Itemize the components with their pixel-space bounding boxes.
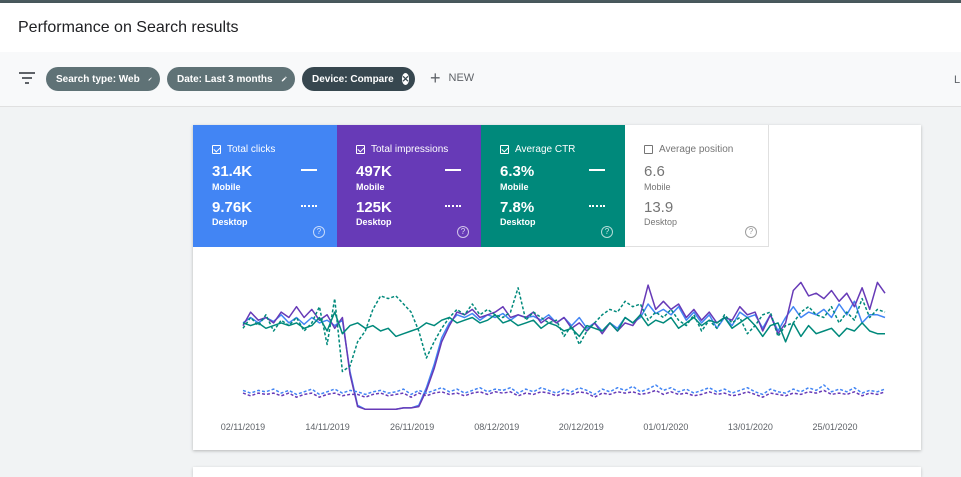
series-line-average-ctr-mobile bbox=[242, 311, 885, 343]
metric-total-impressions[interactable]: Total impressions 497K Mobile 125K Deskt… bbox=[337, 125, 481, 247]
chip-label: Date: Last 3 months bbox=[177, 73, 273, 85]
performance-line-chart[interactable]: 02/11/2019 14/11/2019 26/11/2019 08/12/2019… bbox=[193, 247, 921, 450]
page-title: Performance on Search results bbox=[18, 19, 239, 36]
chip-label: Search type: Web bbox=[56, 73, 140, 85]
checkbox-unchecked-icon[interactable] bbox=[644, 145, 653, 154]
new-filter-label: NEW bbox=[448, 72, 475, 84]
date-range-chip[interactable]: Date: Last 3 months bbox=[167, 67, 295, 91]
x-tick-label: 13/01/2020 bbox=[728, 422, 773, 432]
cut-off-toolbar-text[interactable]: L bbox=[954, 74, 961, 86]
x-tick-label: 08/12/2019 bbox=[474, 422, 519, 432]
metric-desktop-value: 9.76K bbox=[212, 199, 253, 216]
dotted-line-legend-icon bbox=[589, 205, 605, 207]
performance-card: Total clicks 31.4K Mobile 9.76K Desktop … bbox=[193, 125, 921, 450]
metric-mobile-value: 31.4K bbox=[212, 163, 253, 180]
x-tick-label: 25/01/2020 bbox=[812, 422, 857, 432]
metric-mobile-label: Mobile bbox=[212, 182, 241, 192]
help-icon[interactable]: ? bbox=[313, 226, 325, 238]
chip-label: Device: Compare bbox=[312, 73, 394, 85]
metric-mobile-value: 6.6 bbox=[644, 163, 665, 180]
metric-label: Total clicks bbox=[227, 144, 276, 155]
page-header: Performance on Search results bbox=[0, 3, 961, 52]
x-tick-label: 26/11/2019 bbox=[390, 422, 434, 432]
metric-desktop-label: Desktop bbox=[500, 217, 536, 227]
top-accent-line bbox=[0, 0, 961, 3]
series-line-total-impressions-mobile bbox=[242, 281, 886, 411]
edit-pencil-icon bbox=[148, 77, 152, 81]
metric-desktop-value: 125K bbox=[356, 199, 392, 216]
metric-average-position[interactable]: Average position 6.6 Mobile 13.9 Desktop… bbox=[625, 125, 769, 247]
next-card-edge bbox=[193, 467, 921, 477]
edit-pencil-icon bbox=[281, 76, 287, 82]
solid-line-legend-icon bbox=[445, 169, 461, 171]
x-tick-label: 14/11/2019 bbox=[305, 422, 349, 432]
help-icon[interactable]: ? bbox=[601, 226, 613, 238]
x-tick-label: 02/11/2019 bbox=[221, 422, 265, 432]
metric-average-ctr[interactable]: Average CTR 6.3% Mobile 7.8% Desktop ? bbox=[481, 125, 625, 247]
metric-mobile-value: 497K bbox=[356, 163, 392, 180]
metric-total-clicks[interactable]: Total clicks 31.4K Mobile 9.76K Desktop … bbox=[193, 125, 337, 247]
metric-label: Total impressions bbox=[371, 144, 449, 155]
remove-chip-icon[interactable]: ✕ bbox=[401, 73, 410, 85]
series-line-average-ctr-desktop bbox=[242, 287, 886, 373]
solid-line-legend-icon bbox=[301, 169, 317, 171]
series-line-total-clicks-desktop bbox=[242, 384, 886, 396]
checkbox-checked-icon[interactable] bbox=[356, 145, 365, 154]
device-compare-chip[interactable]: Device: Compare ✕ bbox=[302, 67, 415, 91]
metric-mobile-label: Mobile bbox=[644, 182, 671, 192]
solid-line-legend-icon bbox=[589, 169, 605, 171]
x-tick-label: 01/01/2020 bbox=[643, 422, 688, 432]
checkbox-checked-icon[interactable] bbox=[500, 145, 509, 154]
metric-label: Average position bbox=[659, 144, 734, 155]
search-type-chip[interactable]: Search type: Web bbox=[46, 67, 160, 91]
metric-desktop-value: 7.8% bbox=[500, 199, 535, 216]
help-icon[interactable]: ? bbox=[745, 226, 757, 238]
new-filter-button[interactable]: + NEW bbox=[430, 68, 475, 88]
x-tick-label: 20/12/2019 bbox=[559, 422, 604, 432]
checkbox-checked-icon[interactable] bbox=[212, 145, 221, 154]
metric-mobile-value: 6.3% bbox=[500, 163, 535, 180]
filter-bar: Search type: Web Date: Last 3 months Dev… bbox=[0, 52, 961, 107]
metric-mobile-label: Mobile bbox=[356, 182, 385, 192]
metric-mobile-label: Mobile bbox=[500, 182, 529, 192]
metric-label: Average CTR bbox=[515, 144, 576, 155]
metric-desktop-label: Desktop bbox=[356, 217, 392, 227]
metric-desktop-value: 13.9 bbox=[644, 199, 674, 216]
dotted-line-legend-icon bbox=[301, 205, 317, 207]
help-icon[interactable]: ? bbox=[457, 226, 469, 238]
series-line-total-impressions-desktop bbox=[242, 389, 886, 398]
dotted-line-legend-icon bbox=[445, 205, 461, 207]
metric-desktop-label: Desktop bbox=[212, 217, 248, 227]
plus-icon: + bbox=[430, 68, 441, 88]
filter-list-icon[interactable] bbox=[19, 72, 35, 84]
metric-desktop-label: Desktop bbox=[644, 217, 678, 227]
